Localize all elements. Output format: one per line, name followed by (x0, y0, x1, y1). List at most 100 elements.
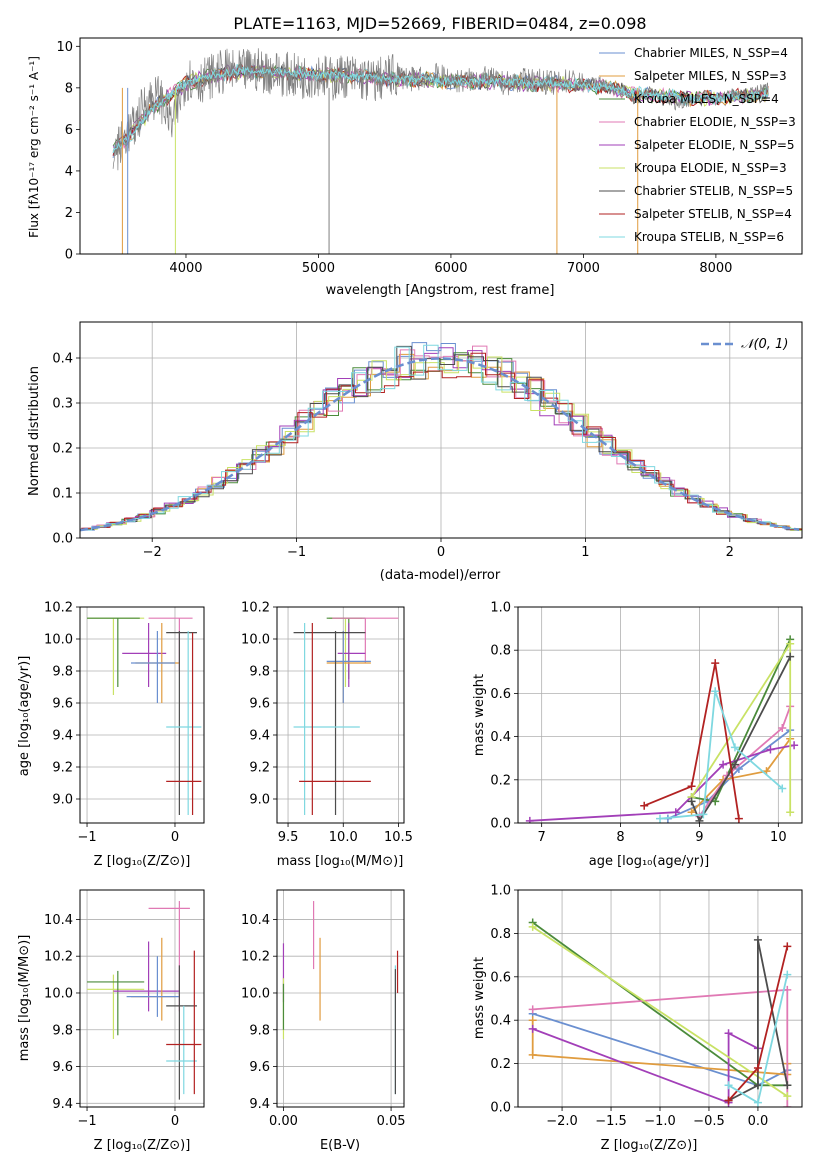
weight-marker (783, 1103, 792, 1107)
x-tick-label: 0.00 (269, 1114, 298, 1129)
plot-area (112, 48, 769, 254)
age-vs-metallicity-panel: −1 0 9.0 9.2 9.4 9.6 9.8 10.0 10.2 (44, 601, 205, 845)
legend-entry: Kroupa ELODIE, N_SSP=3 (634, 161, 787, 175)
y-tick-label: 2 (65, 206, 73, 221)
plot-area (293, 617, 399, 815)
weight-marker (753, 1063, 762, 1072)
weight-line (690, 738, 791, 813)
x-tick-label: 0 (437, 545, 445, 560)
errorbar-point (166, 631, 197, 815)
y-tick-label: 0.2 (490, 773, 511, 788)
weight-marker (734, 814, 743, 823)
x-tick-label: −1 (287, 545, 306, 560)
x-tick-label: −0.5 (693, 1114, 725, 1129)
residual-histogram (82, 345, 802, 531)
weight-marker (786, 639, 795, 648)
age-vs-mass-panel: 9.5 10.0 10.5 9.0 9.2 9.4 9.6 9.8 10.0 10.2 (241, 601, 413, 846)
y-tick-label: 9.0 (249, 793, 270, 808)
residual-histogram (83, 355, 802, 531)
y-tick-label: 10.2 (44, 601, 73, 616)
errorbar-point (122, 623, 167, 687)
y-tick-label: 6 (65, 123, 73, 138)
spectrum-title: PLATE=1163, MJD=52669, FIBERID=0484, z=0… (233, 14, 646, 33)
y-tick-label: 0.1 (52, 487, 73, 502)
y-tick-label: 0 (65, 248, 73, 263)
y-tick-label: 9.8 (52, 665, 73, 680)
y-tick-label: 9.6 (52, 697, 73, 712)
plot-area (282, 901, 399, 1095)
y-tick-label: 0.0 (490, 817, 511, 832)
legend-entry: Chabrier STELIB, N_SSP=5 (634, 184, 793, 198)
legend-entry: Chabrier MILES, N_SSP=4 (634, 46, 788, 60)
plot-area (528, 918, 792, 1107)
age-vs-z-ylabel: age [log₁₀(age/yr)] (17, 656, 32, 777)
x-tick-label: −2.0 (546, 1114, 578, 1129)
residuals-xlabel: (data-model)/error (380, 568, 501, 583)
y-tick-label: 0.2 (490, 1057, 511, 1072)
errorbar-point (299, 623, 371, 815)
x-tick-label: −1 (77, 830, 96, 845)
age-vs-z-xlabel: Z [log₁₀(Z/Z⊙)] (94, 854, 191, 869)
weight-marker (783, 970, 792, 979)
errorbar-point (166, 631, 202, 815)
y-tick-label: 9.8 (249, 1023, 270, 1038)
weight-line (698, 706, 792, 818)
weight-vs-z-xlabel: Z [log₁₀(Z/Z⊙)] (601, 1138, 698, 1153)
errorbar-point (87, 617, 140, 687)
y-tick-label: 10.2 (44, 950, 73, 965)
weight-marker (695, 816, 704, 823)
errorbar-point (166, 1005, 197, 1095)
x-tick-label: 5000 (302, 261, 335, 276)
legend-entry: Salpeter MILES, N_SSP=3 (634, 69, 787, 83)
y-tick-label: 10.0 (241, 986, 270, 1001)
mass-vs-z-ylabel: mass [log₁₀(M/M⊙)] (17, 935, 32, 1062)
legend-entry: Kroupa MILES, N_SSP=4 (634, 92, 779, 106)
errorbar-point (166, 965, 197, 1100)
residuals-ylabel: Normed distribution (27, 366, 42, 496)
x-tick-label: 0 (171, 1114, 179, 1129)
weight-marker (753, 1081, 762, 1090)
y-tick-label: 10.0 (44, 986, 73, 1001)
errorbar-point (166, 950, 202, 1095)
y-tick-label: 0.4 (490, 1014, 511, 1029)
weight-line (532, 1028, 759, 1105)
weight-line (690, 656, 792, 823)
y-tick-label: 9.2 (249, 761, 270, 776)
y-tick-label: 9.2 (52, 761, 73, 776)
y-tick-label: 9.0 (52, 793, 73, 808)
weight-marker (528, 1050, 537, 1059)
y-tick-label: 10.4 (241, 913, 270, 928)
y-tick-label: 0.2 (52, 442, 73, 457)
y-tick-label: 0.6 (490, 687, 511, 702)
errorbar-point (87, 970, 145, 1036)
weight-vs-age-panel: 7 8 9 10 0.0 0.2 0.4 0.6 0.8 1.0 (490, 601, 803, 845)
x-tick-label: 9.5 (278, 830, 299, 845)
x-tick-label: 6000 (434, 261, 467, 276)
residuals-panel: −2 −1 0 1 2 0.0 0.1 0.2 0.3 0.4 𝒩(0, 1) (52, 321, 803, 560)
legend-entry: Kroupa STELIB, N_SSP=6 (634, 230, 784, 244)
axes-frame (517, 606, 803, 824)
weight-marker (724, 1096, 733, 1105)
y-tick-label: 8 (65, 81, 73, 96)
weight-marker (528, 922, 537, 931)
spectrum-ylabel: Flux [fλ10⁻¹⁷ erg cm⁻² s⁻¹ A⁻¹] (27, 56, 41, 238)
axes-frame (79, 606, 205, 824)
weight-marker (711, 659, 720, 668)
y-tick-label: 9.4 (52, 729, 73, 744)
errorbar-point (87, 974, 145, 1039)
y-tick-label: 10.0 (44, 633, 73, 648)
y-tick-label: 0.4 (490, 730, 511, 745)
weight-line (643, 663, 740, 819)
y-tick-label: 9.6 (249, 1060, 270, 1075)
weight-marker (525, 816, 534, 823)
x-tick-label: 0.05 (377, 1114, 406, 1129)
y-tick-label: 9.8 (52, 1023, 73, 1038)
spectrum-xlabel: wavelength [Angstrom, rest frame] (326, 283, 555, 298)
y-tick-label: 9.4 (52, 1097, 73, 1112)
y-tick-label: 10.2 (241, 950, 270, 965)
y-tick-label: 1.0 (490, 601, 511, 616)
age-vs-mass-xlabel: mass [log₁₀(M/M⊙)] (277, 854, 404, 869)
weight-marker (790, 741, 799, 750)
errorbar-point (113, 941, 180, 1012)
weight-marker (783, 1092, 792, 1101)
